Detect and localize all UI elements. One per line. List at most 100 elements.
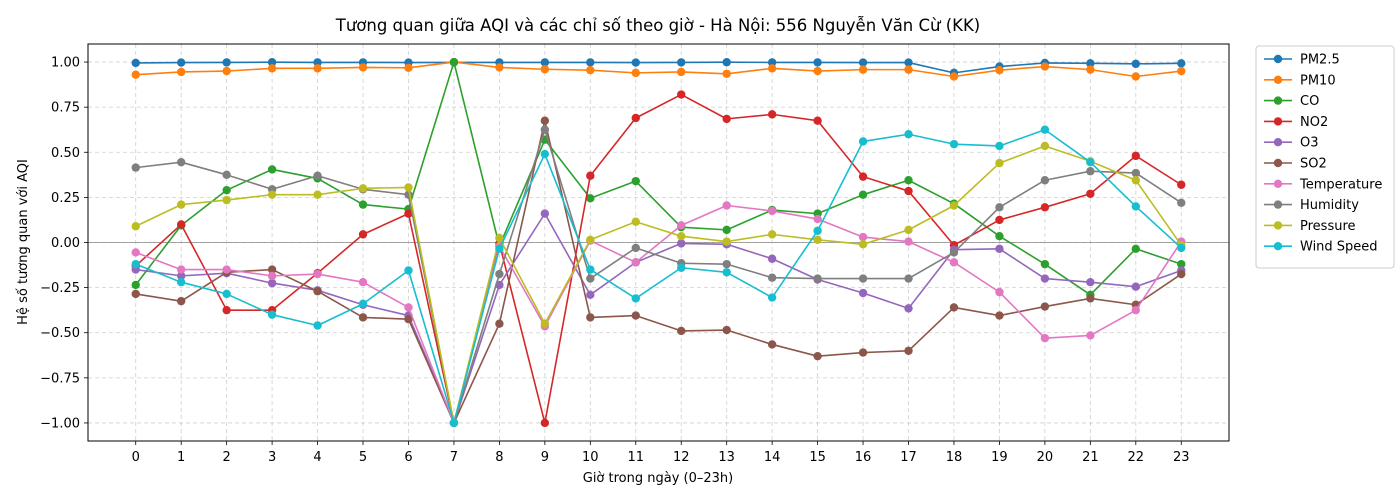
data-point: [495, 319, 504, 328]
grid-lines: [88, 44, 1229, 441]
data-point: [586, 313, 595, 322]
data-point: [267, 190, 277, 199]
data-point: [1040, 203, 1050, 212]
legend-marker: [1273, 158, 1283, 168]
data-point: [586, 58, 595, 67]
x-tick-label: 15: [809, 450, 826, 465]
x-tick-label: 14: [764, 450, 781, 465]
x-tick-label: 19: [991, 450, 1008, 465]
data-point: [1040, 259, 1050, 269]
data-point: [995, 215, 1004, 225]
data-point: [176, 296, 186, 306]
data-point: [995, 231, 1004, 241]
data-point: [1086, 278, 1095, 287]
series-temperature: [131, 201, 1186, 428]
data-point: [1177, 243, 1186, 253]
data-point: [767, 58, 777, 67]
data-point: [767, 340, 777, 349]
data-point: [267, 278, 277, 288]
legend-marker: [1273, 200, 1283, 209]
x-tick-label: 5: [359, 450, 367, 465]
data-point: [176, 67, 186, 77]
legend-marker: [1273, 117, 1283, 126]
legend-marker: [1273, 54, 1283, 64]
x-tick-label: 20: [1037, 450, 1054, 465]
data-point: [631, 217, 640, 226]
x-tick-label: 18: [946, 450, 963, 465]
series-line-wind-speed: [135, 128, 1182, 424]
data-point: [949, 258, 959, 267]
data-point: [404, 63, 413, 73]
data-point: [1040, 274, 1050, 283]
data-point: [222, 66, 231, 76]
data-point: [631, 68, 640, 78]
data-point: [404, 209, 413, 218]
data-point: [767, 254, 777, 263]
y-tick-label: −1.00: [40, 416, 80, 431]
data-point: [995, 287, 1004, 297]
data-point: [858, 58, 868, 67]
series-line-pressure: [135, 145, 1182, 424]
data-point: [540, 149, 550, 159]
data-point: [1040, 125, 1050, 134]
data-point: [586, 171, 595, 180]
data-point: [722, 58, 731, 67]
data-point: [1177, 66, 1186, 76]
data-point: [949, 139, 959, 149]
data-point: [1086, 294, 1095, 303]
data-point: [313, 269, 322, 279]
data-point: [813, 235, 822, 244]
x-tick-label: 22: [1128, 450, 1145, 465]
legend-label: Wind Speed: [1300, 240, 1378, 255]
data-point: [222, 170, 231, 180]
data-point: [813, 116, 822, 125]
legend-marker: [1273, 75, 1283, 85]
y-tick-label: 0.75: [51, 101, 80, 116]
data-point: [176, 271, 186, 281]
data-point: [631, 294, 640, 303]
data-point: [677, 221, 686, 230]
data-point: [1040, 176, 1050, 185]
data-point: [631, 311, 640, 320]
data-point: [495, 244, 504, 254]
data-point: [904, 237, 913, 246]
series-line-o3: [135, 212, 1182, 424]
data-point: [995, 311, 1004, 320]
x-tick-label: 16: [855, 450, 872, 465]
series-line-co: [135, 61, 1182, 296]
data-point: [404, 266, 413, 275]
legend-frame: [1255, 45, 1395, 269]
data-point: [176, 278, 186, 287]
legend-label: O3: [1300, 136, 1319, 151]
data-point: [904, 274, 913, 283]
data-point: [495, 233, 504, 243]
data-point: [767, 206, 777, 216]
legend-label: PM2.5: [1300, 53, 1340, 68]
x-tick-label: 12: [673, 450, 690, 465]
data-point: [722, 225, 731, 235]
data-point: [267, 64, 277, 73]
data-point: [131, 248, 140, 257]
chart-title: Tương quan giữa AQI và các chỉ số theo g…: [335, 16, 981, 35]
data-point: [677, 58, 686, 67]
data-point: [1131, 305, 1141, 315]
data-point: [767, 293, 777, 302]
x-tick-label: 3: [268, 450, 276, 465]
data-point: [176, 58, 186, 67]
data-point: [677, 67, 686, 77]
data-point: [722, 69, 731, 78]
data-point: [131, 289, 140, 299]
y-tick-label: 0.25: [51, 191, 80, 206]
data-point: [404, 314, 413, 324]
data-point: [313, 287, 322, 296]
data-point: [858, 190, 868, 199]
data-point: [858, 232, 868, 242]
data-point: [1040, 62, 1050, 71]
data-point: [677, 231, 686, 241]
data-point: [1086, 189, 1095, 198]
data-point: [813, 274, 822, 283]
data-point: [722, 201, 731, 210]
data-point: [267, 58, 277, 67]
data-point: [631, 243, 640, 253]
